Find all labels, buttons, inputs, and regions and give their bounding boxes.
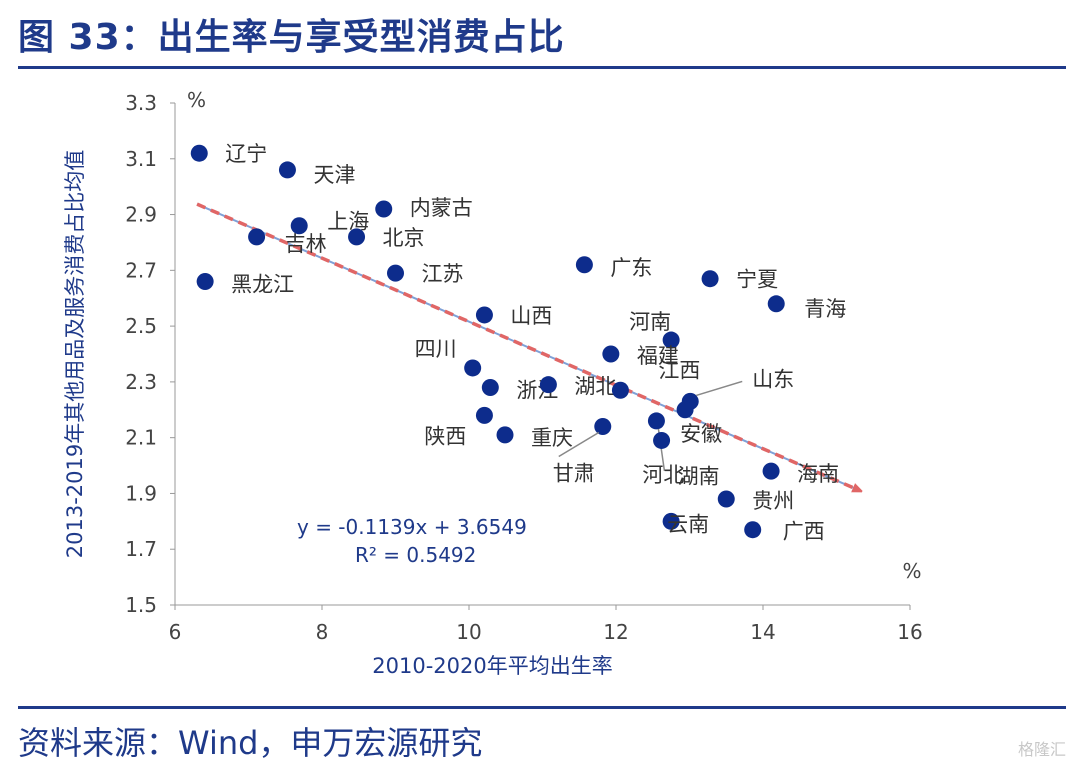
y-tick-label: 1.7 <box>125 537 157 561</box>
data-point <box>481 378 499 396</box>
point-label: 吉林 <box>285 232 327 256</box>
x-axis-title: 2010-2020年平均出生率 <box>372 654 612 678</box>
x-tick-label: 10 <box>456 620 481 644</box>
data-point <box>744 521 762 539</box>
source-note: 资料来源：Wind，申万宏源研究 <box>18 724 483 762</box>
y-tick-label: 2.9 <box>125 203 157 227</box>
data-point <box>701 270 719 288</box>
x-tick-label: 14 <box>750 620 775 644</box>
point-label: 福建 <box>637 344 679 368</box>
footer-rule <box>18 706 1066 709</box>
point-label: 黑龙江 <box>231 272 294 296</box>
y-unit-label: % <box>187 88 206 112</box>
y-tick-label: 2.3 <box>125 370 157 394</box>
data-point <box>196 272 214 290</box>
x-tick-label: 12 <box>603 620 628 644</box>
point-label: 江苏 <box>422 262 464 286</box>
data-point <box>248 228 266 246</box>
point-label: 湖南 <box>678 464 720 488</box>
data-point <box>290 217 308 235</box>
data-point <box>539 376 557 394</box>
data-point <box>464 359 482 377</box>
point-label: 辽宁 <box>225 142 267 166</box>
r-squared-label: R² = 0.5492 <box>355 543 476 567</box>
data-point <box>662 512 680 530</box>
point-label: 陕西 <box>424 424 466 448</box>
point-label: 宁夏 <box>736 268 778 292</box>
x-tick-label: 16 <box>897 620 922 644</box>
y-tick-label: 1.5 <box>125 593 157 617</box>
data-point <box>190 144 208 162</box>
data-point <box>475 406 493 424</box>
point-label: 贵州 <box>752 489 794 513</box>
data-point <box>762 462 780 480</box>
point-label: 山西 <box>510 304 552 328</box>
data-point <box>575 256 593 274</box>
point-label: 四川 <box>415 337 457 361</box>
x-tick-label: 8 <box>316 620 329 644</box>
figure-title: 图 33：出生率与享受型消费占比 <box>18 17 565 58</box>
data-point <box>594 418 612 436</box>
point-label: 江西 <box>658 358 700 382</box>
data-point <box>602 345 620 363</box>
y-tick-label: 3.3 <box>125 91 157 115</box>
point-label: 上海 <box>327 210 369 234</box>
point-label: 湖北 <box>574 375 616 399</box>
data-point <box>676 401 694 419</box>
point-label: 北京 <box>383 226 425 250</box>
point-label: 天津 <box>313 163 355 187</box>
data-point <box>387 264 404 282</box>
data-point <box>375 200 393 218</box>
y-tick-label: 2.7 <box>125 258 157 282</box>
y-tick-label: 2.1 <box>125 426 157 450</box>
data-point <box>717 490 735 508</box>
y-tick-label: 3.1 <box>125 147 157 171</box>
data-point <box>653 431 671 449</box>
point-label: 河南 <box>629 310 671 334</box>
point-label: 河北 <box>642 463 684 487</box>
data-point <box>647 412 665 430</box>
point-label: 安徽 <box>680 422 722 446</box>
x-tick-label: 6 <box>169 620 182 644</box>
point-label: 云南 <box>667 512 709 536</box>
regression-equation: y = -0.1139x + 3.6549 <box>297 515 527 539</box>
data-point <box>496 426 514 444</box>
point-label: 重庆 <box>531 426 573 450</box>
watermark: 格隆汇 <box>1017 740 1066 759</box>
point-label: 甘肃 <box>553 462 595 486</box>
data-point <box>278 161 296 179</box>
point-label: 广西 <box>783 520 825 544</box>
title-underline <box>18 66 1066 69</box>
data-point <box>348 228 366 246</box>
leader-line <box>558 431 600 458</box>
y-tick-label: 1.9 <box>125 481 157 505</box>
point-label: 海南 <box>797 462 839 486</box>
trendline-arrow <box>196 202 859 490</box>
point-label: 山东 <box>752 367 794 391</box>
leader-line <box>696 380 743 397</box>
y-axis-title: 2013-2019年其他用品及服务消费占比均值 <box>63 150 87 558</box>
y-tick-label: 2.5 <box>125 314 157 338</box>
x-unit-label: % <box>902 559 921 583</box>
data-point <box>662 331 680 349</box>
data-point <box>611 381 629 399</box>
point-label: 青海 <box>804 297 846 321</box>
point-label: 广东 <box>610 256 652 280</box>
point-label: 内蒙古 <box>410 196 473 220</box>
scatter-chart: 1.5 1.7 1.9 2.1 2.3 2.5 2.7 2.9 3.1 3.3 6 8 10 12 14 16… <box>63 88 923 678</box>
data-point <box>475 306 493 324</box>
data-point <box>767 295 785 313</box>
